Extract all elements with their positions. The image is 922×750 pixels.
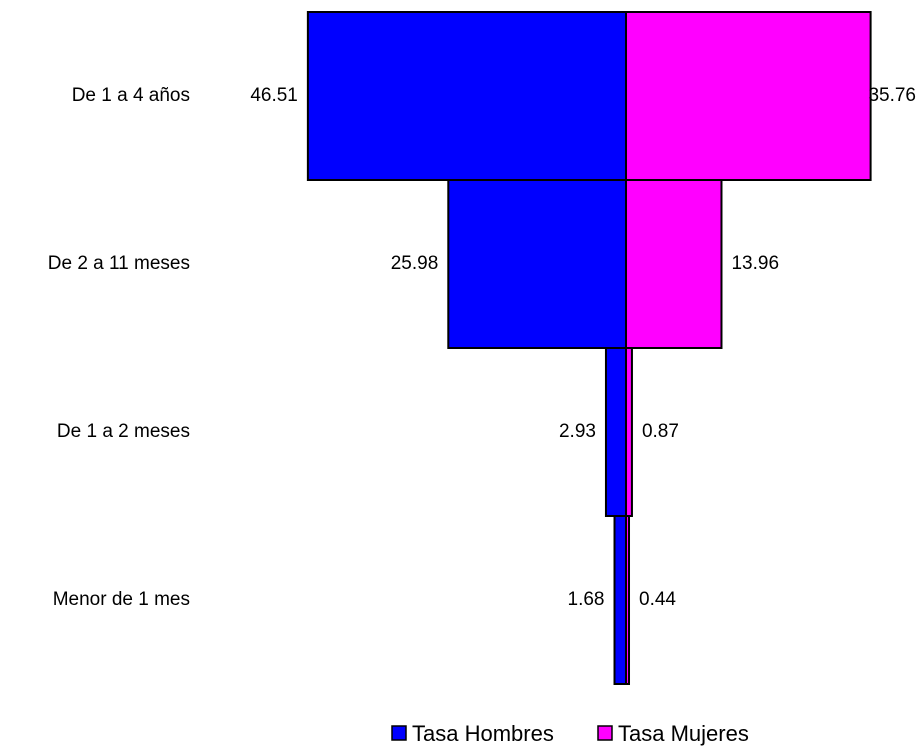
bar-hombres-de-1-a-4-anos: [306, 11, 627, 181]
value-label-hombres-menor-de-1-mes: 1.68: [568, 589, 605, 610]
bar-hombres-de-1-a-2-meses: [604, 347, 628, 517]
value-label-hombres-de-2-a-11-meses: 25.98: [391, 253, 439, 274]
category-label-de-1-a-4-anos: De 1 a 4 años: [72, 85, 190, 106]
legend-swatch-tasa-mujeres: [597, 725, 613, 741]
value-label-mujeres-de-1-a-4-anos: 35.76: [868, 85, 916, 106]
value-label-mujeres-de-1-a-2-meses: 0.87: [642, 421, 679, 442]
bar-mujeres-menor-de-1-mes: [625, 515, 631, 685]
bar-hombres-de-2-a-11-meses: [447, 179, 628, 349]
legend: Tasa Hombres Tasa Mujeres: [391, 721, 749, 746]
bars-layer: [306, 11, 872, 685]
category-label-de-1-a-2-meses: De 1 a 2 meses: [57, 421, 190, 442]
bar-hombres-menor-de-1-mes: [613, 515, 627, 685]
labels-layer: De 1 a 4 años 46.51 35.76 De 2 a 11 meses 25…: [48, 85, 916, 610]
bar-mujeres-de-2-a-11-meses: [625, 179, 723, 349]
value-label-mujeres-menor-de-1-mes: 0.44: [639, 589, 676, 610]
value-label-hombres-de-1-a-4-anos: 46.51: [250, 85, 298, 106]
value-label-hombres-de-1-a-2-meses: 2.93: [559, 421, 596, 442]
bar-mujeres-de-1-a-4-anos: [625, 11, 872, 181]
legend-label-tasa-mujeres: Tasa Mujeres: [618, 721, 749, 746]
legend-swatch-tasa-hombres: [391, 725, 407, 741]
bar-mujeres-de-1-a-2-meses: [625, 347, 633, 517]
category-label-de-2-a-11-meses: De 2 a 11 meses: [48, 253, 190, 274]
value-label-mujeres-de-2-a-11-meses: 13.96: [731, 253, 779, 274]
legend-label-tasa-hombres: Tasa Hombres: [412, 721, 554, 746]
category-label-menor-de-1-mes: Menor de 1 mes: [53, 589, 190, 610]
